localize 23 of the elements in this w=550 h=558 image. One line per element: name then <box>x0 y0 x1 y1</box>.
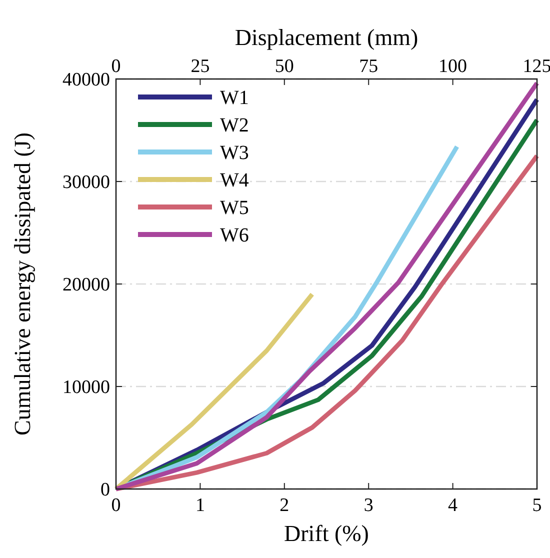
y-tick-label: 0 <box>100 480 110 501</box>
legend-label: W6 <box>220 224 249 246</box>
legend-label: W1 <box>220 87 249 109</box>
x-tick-label: 5 <box>532 495 542 516</box>
y-tick-label: 40000 <box>62 70 110 91</box>
x-tick-label: 3 <box>364 495 374 516</box>
y-axis-title: Cumulative energy dissipated (J) <box>10 132 35 436</box>
x-tick-label: 4 <box>448 495 458 516</box>
legend-label: W2 <box>220 114 249 136</box>
x2-tick-label: 75 <box>359 56 378 77</box>
legend-label: W3 <box>220 142 249 164</box>
x2-tick-label: 50 <box>274 56 294 77</box>
x2-axis-title: Displacement (mm) <box>234 25 418 50</box>
x-axis-title: Drift (%) <box>284 521 369 546</box>
y-tick-label: 30000 <box>62 172 110 194</box>
y-tick-label: 10000 <box>62 377 110 398</box>
x2-tick-label: 25 <box>190 56 210 77</box>
x-tick-label: 1 <box>195 495 205 516</box>
legend-label: W5 <box>220 197 249 219</box>
legend-label: W4 <box>220 170 249 192</box>
x-tick-label: 2 <box>280 495 290 516</box>
y-tick-label: 20000 <box>62 274 110 296</box>
x2-tick-label: 100 <box>438 56 468 77</box>
